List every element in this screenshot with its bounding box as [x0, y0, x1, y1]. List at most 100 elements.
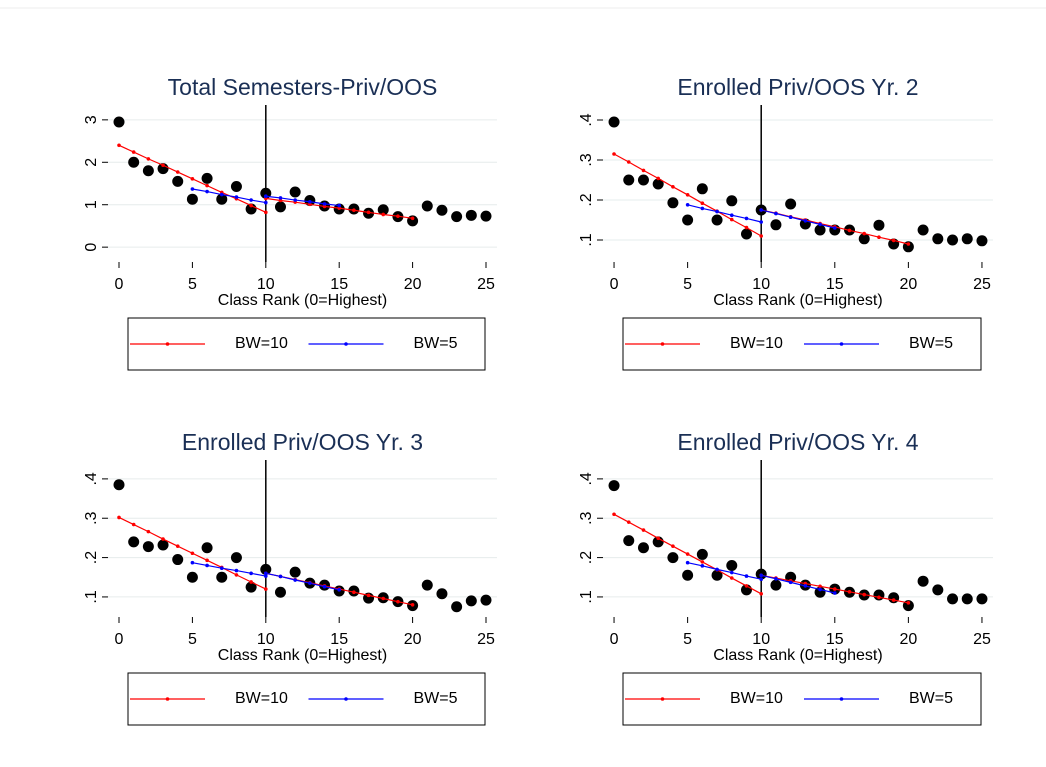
- fit-marker: [337, 203, 341, 208]
- scatter-point: [976, 593, 988, 605]
- fit-marker: [744, 574, 749, 578]
- fit-marker: [131, 522, 136, 527]
- fit-marker: [175, 170, 180, 174]
- scatter-point: [917, 224, 929, 236]
- fit-marker: [832, 226, 837, 230]
- scatter-point: [682, 569, 694, 581]
- scatter-point: [230, 552, 242, 564]
- fit-marker: [249, 198, 253, 202]
- fit-marker: [759, 208, 764, 212]
- fit-marker: [278, 198, 283, 203]
- fit-marker: [700, 201, 705, 205]
- scatter-point: [696, 183, 708, 195]
- fit-marker: [117, 515, 121, 520]
- x-tick-label: 15: [330, 631, 348, 648]
- fit-marker: [410, 216, 415, 221]
- fit-marker: [366, 593, 371, 598]
- fit-marker: [264, 200, 268, 205]
- scatter-point: [201, 542, 213, 554]
- fit-marker: [641, 168, 646, 173]
- fit-marker: [249, 203, 253, 208]
- scatter-point: [142, 165, 154, 177]
- y-tick-label: .1: [83, 590, 100, 603]
- y-tick-label: .4: [83, 472, 100, 485]
- fit-marker: [729, 213, 734, 217]
- fit-marker: [729, 576, 734, 580]
- fit-marker: [671, 185, 675, 189]
- scatter-point: [623, 174, 635, 186]
- scatter-point: [696, 548, 708, 560]
- fit-marker: [117, 143, 121, 148]
- fit-marker: [396, 599, 400, 604]
- fit-marker: [308, 199, 312, 204]
- scatter-point: [289, 186, 301, 198]
- fit-marker: [847, 228, 852, 233]
- legend-label: BW=5: [414, 335, 458, 352]
- fit-marker: [759, 577, 764, 582]
- fit-marker: [219, 192, 224, 197]
- fit-marker: [862, 592, 867, 597]
- fit-marker: [685, 203, 690, 207]
- x-tick-label: 5: [188, 276, 197, 293]
- scatter-point: [216, 571, 228, 583]
- fit-marker: [278, 574, 283, 579]
- scatter-point: [245, 581, 257, 593]
- fit-marker: [190, 177, 195, 181]
- x-tick-label: 20: [404, 631, 422, 648]
- scatter-point: [814, 224, 826, 236]
- scatter-point: [932, 584, 944, 596]
- fit-marker: [832, 591, 837, 595]
- scatter-point: [436, 204, 448, 216]
- fit-marker: [190, 560, 195, 565]
- fit-marker: [352, 208, 356, 213]
- fit-marker: [293, 198, 297, 202]
- fit-marker: [219, 566, 224, 571]
- legend-label: BW=10: [235, 690, 288, 707]
- scatter-point: [216, 193, 228, 205]
- fit-marker: [774, 211, 778, 216]
- scatter-point: [917, 575, 929, 587]
- scatter-point: [637, 174, 649, 186]
- fit-marker: [337, 588, 341, 592]
- scatter-point: [436, 588, 448, 600]
- scatter-point: [873, 219, 885, 231]
- fit-marker: [190, 551, 195, 556]
- scatter-point: [172, 554, 184, 566]
- fit-marker: [146, 157, 151, 161]
- fit-marker: [729, 570, 734, 575]
- x-tick-label: 0: [610, 276, 619, 293]
- scatter-point: [274, 201, 286, 213]
- scatter-point: [961, 593, 973, 605]
- y-tick-label: .2: [83, 551, 100, 564]
- x-axis-label: Class Rank (0=Highest): [713, 292, 882, 309]
- fit-marker: [729, 217, 734, 222]
- fit-marker: [322, 584, 327, 589]
- fit-marker: [381, 212, 386, 217]
- fit-marker: [308, 581, 312, 585]
- fit-marker: [264, 587, 268, 591]
- x-axis-label: Class Rank (0=Highest): [218, 647, 387, 664]
- fit-marker: [626, 160, 631, 164]
- legend-label: BW=5: [909, 690, 953, 707]
- scatter-point: [465, 595, 477, 607]
- fit-marker: [641, 528, 646, 532]
- fit-marker: [906, 242, 911, 246]
- y-tick-label: 1: [83, 200, 100, 209]
- x-tick-label: 5: [683, 631, 692, 648]
- y-tick-label: .3: [578, 153, 595, 166]
- scatter-point: [230, 180, 242, 192]
- fit-marker: [205, 558, 209, 563]
- panel-title: Total Semesters-Priv/OOS: [168, 74, 438, 100]
- fit-marker: [337, 206, 341, 210]
- scatter-point: [711, 569, 723, 581]
- y-tick-label: 0: [83, 243, 100, 252]
- fit-marker: [322, 204, 327, 209]
- x-tick-label: 10: [257, 276, 275, 293]
- fit-marker: [759, 573, 764, 578]
- x-tick-label: 10: [257, 631, 275, 648]
- fit-marker: [205, 189, 209, 194]
- x-tick-label: 15: [330, 276, 348, 293]
- scatter-point: [682, 214, 694, 226]
- fit-marker: [700, 564, 705, 568]
- scatter-point: [113, 116, 125, 128]
